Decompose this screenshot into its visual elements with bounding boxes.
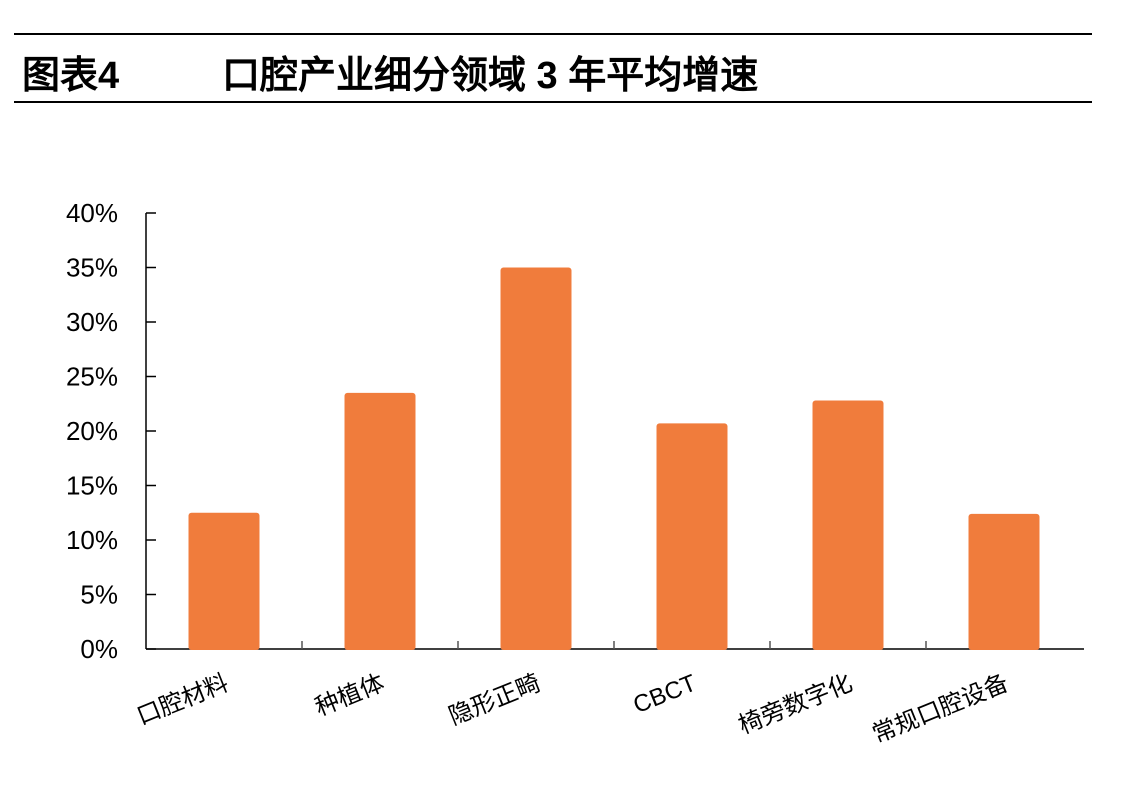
y-tick-label: 35% bbox=[66, 253, 118, 283]
bar-2 bbox=[500, 267, 572, 650]
bar-3 bbox=[656, 423, 728, 650]
y-tick-label: 30% bbox=[66, 307, 118, 337]
figure-label: 图表4 bbox=[22, 55, 120, 97]
x-category-label: CBCT bbox=[630, 669, 701, 719]
x-category-label: 椅旁数字化 bbox=[735, 670, 856, 740]
bottom-rule bbox=[14, 101, 1092, 103]
x-category-label: 种植体 bbox=[311, 670, 388, 722]
x-category-label: 隐形正畸 bbox=[445, 670, 544, 731]
y-tick-label: 25% bbox=[66, 362, 118, 392]
x-category-label: 口腔材料 bbox=[133, 670, 232, 731]
y-tick-label: 15% bbox=[66, 471, 118, 501]
chart-title: 口腔产业细分领域 3 年平均增速 bbox=[222, 55, 759, 97]
y-tick-label: 5% bbox=[80, 580, 118, 610]
bar-5 bbox=[968, 513, 1040, 650]
y-tick-label: 20% bbox=[66, 416, 118, 446]
top-rule bbox=[14, 33, 1092, 35]
bar-4 bbox=[812, 400, 884, 650]
y-tick-label: 0% bbox=[80, 634, 118, 664]
bar-0 bbox=[188, 512, 260, 650]
y-tick-label: 40% bbox=[66, 198, 118, 228]
bar-1 bbox=[344, 392, 416, 650]
x-category-label: 常规口腔设备 bbox=[869, 670, 1013, 749]
y-tick-label: 10% bbox=[66, 525, 118, 555]
